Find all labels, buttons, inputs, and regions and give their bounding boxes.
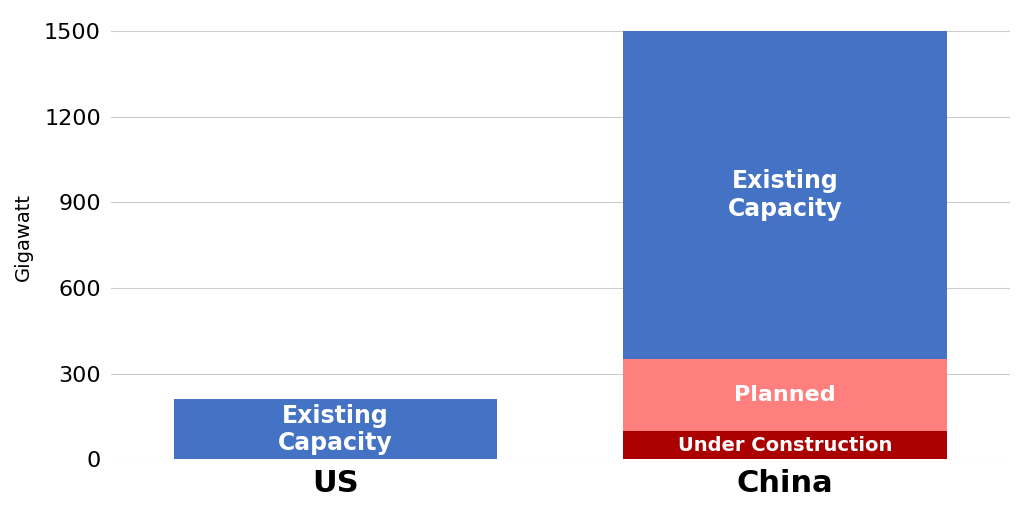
Bar (624, 431, 947, 459)
Text: Existing
Capacity: Existing Capacity (279, 403, 393, 455)
Text: Planned: Planned (734, 385, 836, 405)
Y-axis label: Gigawatt: Gigawatt (14, 193, 33, 281)
Bar (624, 31, 947, 359)
Bar (624, 359, 947, 431)
Text: Existing
Capacity: Existing Capacity (728, 169, 843, 221)
Bar (173, 399, 498, 459)
Text: Under Construction: Under Construction (678, 436, 893, 455)
